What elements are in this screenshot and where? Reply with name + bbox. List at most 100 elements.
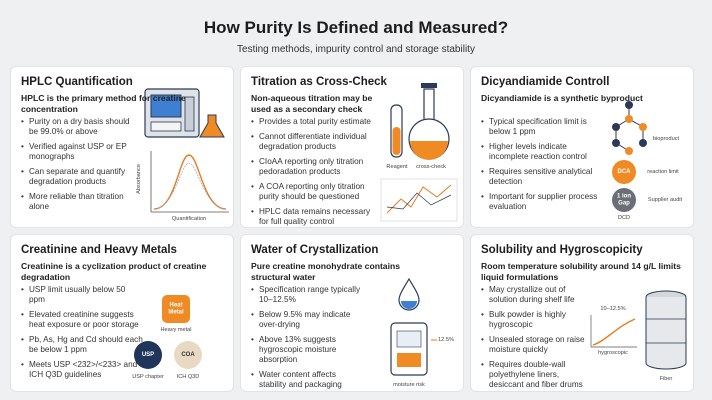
icon-shape	[386, 192, 452, 210]
icon-shape	[401, 301, 417, 309]
card: Titration as Cross-Check Non-aqueous titr…	[240, 66, 464, 228]
icon-label: hygroscopic	[598, 350, 628, 356]
card: Dicyandiamide Controll Dicyandiamide is a…	[470, 66, 694, 228]
icon-shape	[386, 184, 452, 214]
bullet: Bulk powder is highly hygroscopic	[481, 310, 589, 330]
bullet: Specification range typically 10–12.5%	[251, 285, 363, 305]
icon-label: Supplier audit	[647, 197, 683, 203]
bullet: Verified against USP or EP monographs	[21, 142, 136, 162]
icon-shape	[162, 295, 190, 323]
card-lead: Pure creatine monohydrate contains struc…	[251, 261, 400, 282]
bullet: Above 13% suggests hygroscopic moisture …	[251, 335, 363, 365]
icon-label: bioproduct	[652, 136, 680, 142]
icon-shape	[150, 121, 182, 132]
icon-shape	[639, 123, 647, 131]
bullet-list: May crystallize out of solution during s…	[481, 285, 589, 391]
icon-shape	[639, 139, 647, 147]
icon-label: Heavy metal	[160, 327, 192, 333]
icon-label: 12.5%	[438, 337, 454, 343]
page-title: How Purity Is Defined and Measured?	[203, 18, 509, 37]
icon-shape	[396, 330, 422, 348]
card: Creatinine and Heavy Metals Creatinine is…	[10, 234, 234, 392]
icon-shape	[410, 141, 448, 160]
card: Water of Crystallization Pure creatine mo…	[240, 234, 464, 392]
bullet: May crystallize out of solution during s…	[481, 285, 589, 305]
bullet: A COA reporting only titration purity sh…	[251, 182, 373, 202]
icon-label: 1 ion Gap	[616, 193, 631, 207]
icon-label: ICH Q3D	[176, 374, 200, 380]
card-title: Dicyandiamide Controll	[481, 76, 610, 88]
page-subtitle: Testing methods, impurity control and st…	[237, 44, 475, 55]
icon-label: USP	[141, 351, 155, 358]
bullet: Can separate and quantify degradation pr…	[21, 167, 136, 187]
card-icon	[144, 88, 229, 213]
icon-label: cross-check	[416, 164, 446, 170]
bullet: Pb, As, Hg and Cd should each be below 1…	[21, 335, 143, 355]
bullet: USP limit usually below 50 ppm	[21, 285, 143, 305]
icon-shape	[397, 353, 421, 367]
bullet: Requires double-wall polyethylene liners…	[481, 360, 589, 390]
card-lead: Creatinine is a cyclization product of c…	[21, 261, 207, 282]
icon-shape	[150, 94, 182, 118]
icon-shape	[612, 139, 620, 147]
icon-label: DCA	[617, 168, 631, 175]
icon-shape	[625, 115, 633, 123]
icon-label: COA	[181, 351, 195, 358]
card-icon	[390, 277, 437, 376]
icon-shape	[153, 162, 227, 210]
icon-shape	[612, 123, 620, 131]
bullet: Requires sensitive analytical detection	[481, 167, 603, 187]
bullet: Elevated creatinine suggests heat exposu…	[21, 310, 143, 330]
card: HPLC Quantification HPLC is the primary m…	[10, 66, 234, 228]
icon-label: Reagent	[386, 164, 408, 170]
icon-label: reaction limit	[647, 169, 679, 175]
bullet-list: USP limit usually below 50 ppm Elevated c…	[21, 285, 143, 385]
icon-shape	[174, 341, 202, 369]
bullet: Water content affects stability and pack…	[251, 370, 363, 391]
card-title: Titration as Cross-Check	[251, 76, 387, 88]
bullet: Purity on a dry basis should be 99.0% or…	[21, 117, 136, 137]
icon-label: Heat Metal	[168, 302, 184, 316]
card-lead: Non-aqueous titration may be used as a s…	[251, 93, 373, 114]
bullet: HPLC data remains necessary for full qua…	[251, 207, 373, 227]
bullet-list: Specification range typically 10–12.5% Be…	[251, 285, 363, 391]
icon-shape	[421, 83, 437, 88]
bullet-list: Purity on a dry basis should be 99.0% or…	[21, 117, 136, 217]
icon-shape	[380, 178, 458, 222]
icon-label: Absorbance	[136, 164, 142, 194]
icon-shape	[184, 96, 195, 132]
icon-label: 10–12.5%	[600, 306, 626, 312]
card-icon	[612, 101, 647, 212]
icon-shape	[625, 101, 633, 109]
bullet-list: Typical specification limit is below 1 p…	[481, 117, 603, 217]
icon-shape	[392, 127, 401, 155]
card-lead: HPLC is the primary method for creatine …	[21, 93, 186, 114]
icon-shape	[612, 160, 636, 184]
icon-shape	[612, 188, 636, 212]
icon-shape	[199, 114, 225, 138]
bullet: More reliable than titration alone	[21, 192, 136, 212]
icon-shape	[153, 154, 227, 210]
bullet: Provides a total purity estimate	[251, 117, 373, 127]
bullet: Higher levels indicate incomplete reacti…	[481, 142, 603, 162]
card-title: Solubility and Hygroscopicity	[481, 244, 643, 256]
card-lead: Dicyandiamide is a synthetic byproduct	[481, 93, 643, 103]
card-title: Creatinine and Heavy Metals	[21, 244, 177, 256]
bullet: Typical specification limit is below 1 p…	[481, 117, 603, 137]
icon-label: moisture risk	[393, 382, 425, 388]
card: Solubility and Hygroscopicity Room temper…	[470, 234, 694, 392]
bullet: Below 9.5% may indicate over-drying	[251, 310, 363, 330]
card-lead: Room temperature solubility around 14 g/…	[481, 261, 681, 282]
bullet: Important for supplier process evaluatio…	[481, 192, 603, 212]
card-title: HPLC Quantification	[21, 76, 133, 88]
icon-shape	[592, 318, 636, 346]
bullet: Unsealed storage on raise moisture quick…	[481, 335, 589, 355]
icon-label: DCD	[617, 215, 631, 221]
icon-shape	[645, 297, 687, 370]
icon-shape	[423, 88, 435, 122]
card-icon	[590, 290, 687, 370]
bullet: Cannot differentiate individual degradat…	[251, 132, 373, 152]
icon-label: USP chapter	[132, 374, 164, 380]
card-icon	[380, 83, 458, 222]
